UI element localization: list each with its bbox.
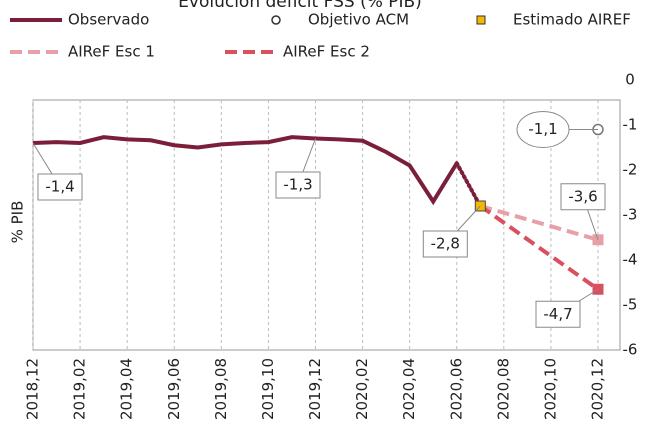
x-tick-label: 2019,10 bbox=[259, 358, 277, 420]
x-tick-label: 2020,12 bbox=[589, 358, 607, 420]
x-tick-label: 2020,04 bbox=[400, 358, 418, 420]
connector bbox=[454, 161, 483, 208]
x-tick-label: 2020,06 bbox=[447, 358, 465, 420]
callout bbox=[275, 171, 321, 199]
x-tick-label: 2020,08 bbox=[494, 358, 512, 420]
x-tick-label: 2018,12 bbox=[24, 358, 42, 420]
legend-label: AIReF Esc 2 bbox=[283, 43, 370, 61]
plot-frame bbox=[32, 99, 621, 351]
legend-label: AIReF Esc 1 bbox=[68, 43, 155, 61]
y-tick-label: 0 bbox=[625, 71, 635, 89]
y-tick-label: -6 bbox=[623, 341, 638, 359]
x-tick-label: 2019,04 bbox=[118, 358, 136, 420]
data-label: -2,8 bbox=[431, 235, 460, 253]
data-label: -3,6 bbox=[568, 187, 597, 205]
callout bbox=[37, 173, 83, 201]
legend-label: Observado bbox=[68, 11, 149, 29]
y-tick-label: -3 bbox=[623, 206, 638, 224]
callout bbox=[560, 183, 606, 211]
y-tick-label: -1 bbox=[623, 116, 638, 134]
legend-label: Estimado AIREF bbox=[513, 11, 631, 29]
data-label: -4,7 bbox=[543, 305, 572, 323]
callout bbox=[422, 230, 468, 258]
y-axis-label: % PIB bbox=[9, 201, 27, 244]
x-tick-label: 2020,10 bbox=[541, 358, 559, 420]
line-4 bbox=[479, 204, 600, 291]
y-tick-label: -2 bbox=[623, 161, 638, 179]
y-tick-label: -4 bbox=[623, 251, 638, 269]
legend-label: Objetivo ACM bbox=[308, 11, 409, 29]
y-tick-label: -5 bbox=[623, 296, 638, 314]
chart-title: Evolución déficit FSS (% PIB) bbox=[178, 0, 422, 12]
legend-swatch bbox=[476, 15, 486, 25]
x-tick-label: 2019,08 bbox=[212, 358, 230, 420]
x-tick-label: 2020,02 bbox=[353, 358, 371, 420]
data-label: -1,1 bbox=[528, 120, 557, 138]
data-label: -1,4 bbox=[45, 178, 74, 196]
x-tick-label: 2019,06 bbox=[165, 358, 183, 420]
x-tick-label: 2019,02 bbox=[71, 358, 89, 420]
line-3 bbox=[479, 204, 599, 242]
line-0 bbox=[32, 135, 459, 206]
x-tick-label: 2019,12 bbox=[306, 358, 324, 420]
callout bbox=[535, 300, 581, 328]
callout bbox=[516, 111, 570, 148]
legend-swatch bbox=[271, 15, 281, 25]
data-label: -1,3 bbox=[283, 176, 312, 194]
